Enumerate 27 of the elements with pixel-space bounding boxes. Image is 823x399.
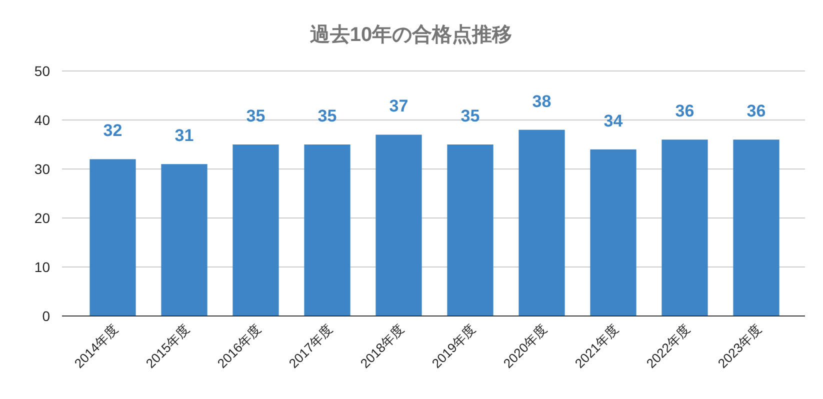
data-label: 37 xyxy=(389,96,408,116)
data-label: 34 xyxy=(604,111,624,130)
bar xyxy=(733,140,780,316)
y-tick-label: 50 xyxy=(34,63,50,79)
bar xyxy=(447,144,494,316)
data-label: 36 xyxy=(746,102,766,121)
y-tick-label: 0 xyxy=(42,308,50,324)
bar xyxy=(232,144,279,316)
bar xyxy=(518,130,565,316)
data-label: 31 xyxy=(174,126,194,146)
bar xyxy=(161,164,208,316)
data-label: 32 xyxy=(103,121,122,140)
bar xyxy=(376,134,422,316)
y-tick-label: 10 xyxy=(34,259,50,275)
data-label: 38 xyxy=(532,92,552,111)
bar xyxy=(590,149,636,316)
bar xyxy=(662,140,708,316)
data-label: 35 xyxy=(318,106,337,126)
data-label: 36 xyxy=(675,102,694,121)
y-tick-label: 20 xyxy=(34,210,50,226)
chart-title: 過去10年の合格点推移 xyxy=(308,24,512,46)
y-tick-label: 40 xyxy=(34,112,50,128)
data-label: 35 xyxy=(246,106,266,126)
bar xyxy=(90,159,136,316)
data-label: 35 xyxy=(460,106,480,126)
bar xyxy=(304,144,350,316)
y-tick-label: 30 xyxy=(34,161,50,177)
